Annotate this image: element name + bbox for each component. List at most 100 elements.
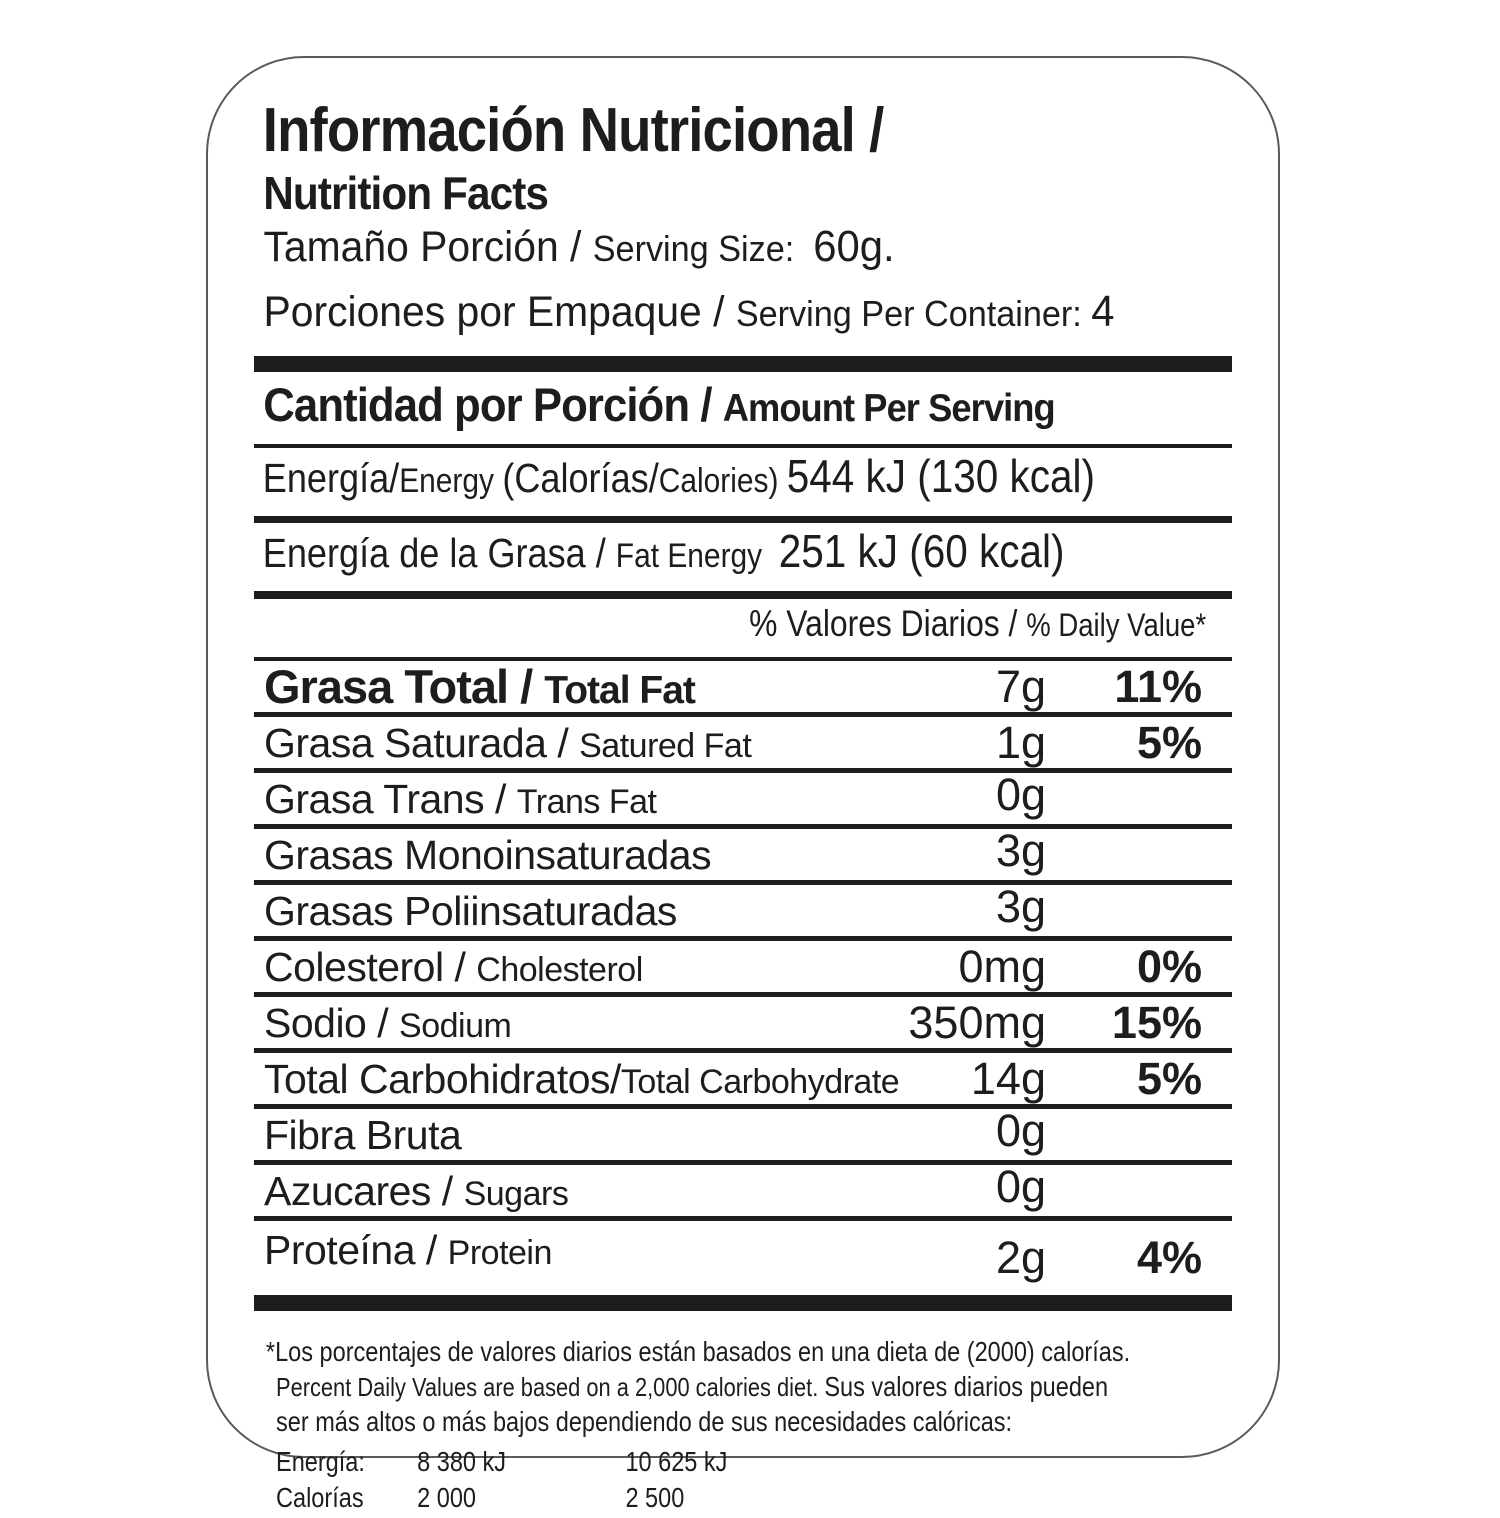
text-segment: Amount Per Serving [722,387,1056,430]
nutrient-name-spanish: Grasa Total / [264,660,545,713]
nutrient-name-english: Trans Fat [516,783,657,821]
label-content: Información Nutricional / Nutrition Fact… [208,100,1278,1518]
text-segment: Sus valores diarios pueden [824,1371,1109,1402]
nutrient-row: Proteína / Protein 2g 4% [254,1221,1232,1295]
nutrient-amount: 3g [995,825,1046,876]
nutrient-amount: 0g [995,769,1046,820]
separator-bar-bottom [254,1295,1232,1311]
rule [254,657,1232,661]
nutrient-name-spanish: Azucares / [264,1168,464,1214]
footnote-table-row: Energía: 8 380 kJ 10 625 kJ [276,1446,1079,1482]
text-segment: Energy [399,462,503,500]
label-title-spanish: Información Nutricional / [262,96,885,165]
text-segment: % Daily Value* [1026,607,1207,643]
energy-row-fat: Energía de la Grasa / Fat Energy 251 kJ … [254,523,1115,591]
nutrient-row: Colesterol / Cholesterol 0mg 0% [254,941,1232,997]
footnote-table-cell: 8 380 kJ [417,1446,507,1477]
nutrient-label: Azucares / Sugars [264,1168,569,1214]
text-segment: Serving Size: [592,228,814,269]
nutrient-name-spanish: Grasa Trans / [264,776,517,822]
nutrient-row: Fibra Bruta 0g [254,1105,1232,1165]
nutrient-row: Azucares / Sugars 0g [254,1161,1232,1221]
nutrient-name-english: Satured Fat [579,727,752,765]
text-segment: Porciones por Empaque / [263,288,736,336]
text-segment: 251 kJ (60 kcal) [778,525,1065,577]
energy-row-calories: Energía/Energy (Calorías/Calories) 544 k… [254,448,1115,516]
nutrient-name-spanish: Total Carbohidratos/ [264,1056,621,1102]
text-segment: Cantidad por Porción / [263,378,723,431]
text-segment: Fat Energy [615,537,779,575]
nutrient-name-english: Total Carbohydrate [620,1063,900,1101]
text-segment: (Calorías/ [502,455,659,501]
nutrient-label: Sodio / Sodium [264,1000,512,1046]
text-segment: Percent Daily Values are based on a 2,00… [276,1372,825,1402]
nutrient-row: Grasas Poliinsaturadas 3g [254,881,1232,941]
nutrient-name-spanish: Grasas Monoinsaturadas [264,832,712,878]
nutrient-amount: 14g [970,1052,1046,1104]
footnote: *Los porcentajes de valores diarios está… [254,1337,1232,1518]
nutrient-daily-value-percent: 11% [1114,660,1202,712]
text-segment: ser más altos o más bajos dependiendo de… [276,1406,1013,1437]
nutrient-amount: 7g [995,660,1046,712]
nutrient-daily-value-percent: 4% [1136,1232,1202,1283]
nutrient-name-spanish: Grasas Poliinsaturadas [264,888,677,934]
nutrient-amount: 0g [995,1161,1046,1212]
daily-value-heading: % Valores Diarios / % Daily Value* [391,599,1232,657]
text-segment: Energía de la Grasa / [262,530,616,576]
nutrition-label: Información Nutricional / Nutrition Fact… [206,56,1280,1513]
footnote-line: *Los porcentajes de valores diarios está… [266,1337,1130,1372]
footnote-table-cell: 2 000 [417,1482,476,1513]
nutrient-name-english: Total Fat [544,669,696,712]
nutrient-label: Grasa Trans / Trans Fat [264,776,657,822]
separator-bar-top [254,356,1232,372]
nutrient-name-spanish: Grasa Saturada / [264,720,580,766]
nutrient-row: Grasa Total / Total Fat 7g 11% [254,661,1232,717]
nutrient-amount: 0mg [958,940,1046,992]
text-segment: 544 kJ (130 kcal) [786,450,1095,502]
nutrient-name-spanish: Fibra Bruta [264,1112,462,1158]
nutrient-label: Grasas Poliinsaturadas [264,888,677,934]
nutrient-label: Grasa Saturada / Satured Fat [264,720,752,766]
nutrient-name-english: Sodium [399,1007,512,1045]
footnote-lines: *Los porcentajes de valores diarios está… [266,1337,1232,1442]
nutrient-row: Sodio / Sodium 350mg 15% [254,997,1232,1053]
text-segment: Serving Per Container: [735,293,1092,334]
nutrient-daily-value-percent: 15% [1111,996,1202,1048]
serving-size-line: Tamaño Porción / Serving Size: 60g. [254,223,1183,281]
nutrient-daily-value-percent: 5% [1136,1052,1202,1104]
nutrient-name-english: Cholesterol [476,951,643,989]
nutrient-row: Grasas Monoinsaturadas 3g [254,825,1232,885]
footnote-table-cell: Energía: [276,1446,365,1477]
text-segment: Tamaño Porción / [263,223,593,271]
footnote-line: Percent Daily Values are based on a 2,00… [276,1372,1108,1407]
text-segment: Calories) [658,462,787,500]
nutrient-amount: 0g [995,1105,1046,1156]
nutrient-amount: 1g [995,716,1046,768]
nutrient-name-spanish: Proteína / [264,1227,448,1273]
nutrient-label: Colesterol / Cholesterol [264,944,643,990]
footnote-table-cell: 2 500 [625,1482,685,1513]
nutrient-name-spanish: Colesterol / [264,944,477,990]
nutrient-name-english: Protein [447,1234,553,1272]
nutrient-rows: Grasa Total / Total Fat 7g 11% Grasa Satura… [254,661,1232,1295]
nutrient-amount: 3g [995,881,1046,932]
rule [254,591,1232,599]
nutrient-label: Grasas Monoinsaturadas [264,832,712,878]
footnote-table: Energía: 8 380 kJ 10 625 kJ Calorías 2 000 2 … [276,1446,1232,1518]
nutrient-name-spanish: Sodio / [264,1000,400,1046]
footnote-table-row: Calorías 2 000 2 500 [276,1482,1079,1518]
text-segment: *Los porcentajes de valores diarios está… [265,1336,1131,1367]
text-segment: Energía/ [262,455,400,501]
nutrient-daily-value-percent: 0% [1136,940,1202,992]
nutrient-row: Grasa Saturada / Satured Fat 1g 5% [254,717,1232,773]
nutrient-daily-value-percent: 5% [1136,716,1202,768]
nutrient-label: Grasa Total / Total Fat [264,661,696,713]
nutrient-amount: 2g [995,1232,1046,1283]
nutrient-label: Fibra Bruta [264,1112,462,1158]
text-segment: % Valores Diarios / [749,603,1027,644]
footnote-line: ser más altos o más bajos dependiendo de… [276,1407,1079,1442]
nutrient-amount: 350mg [908,996,1046,1048]
text-segment: 4 [1091,287,1115,336]
nutrient-row: Grasa Trans / Trans Fat 0g [254,769,1232,829]
